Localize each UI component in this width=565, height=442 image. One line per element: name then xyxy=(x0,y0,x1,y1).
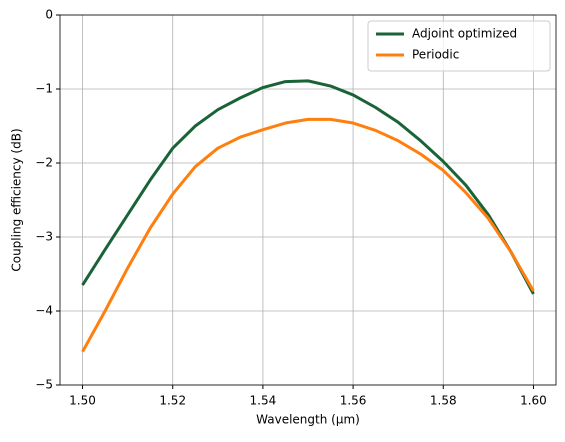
plot-frame xyxy=(59,14,557,386)
x-tick-label: 1.52 xyxy=(159,394,186,408)
x-tick-label: 1.58 xyxy=(430,394,457,408)
x-tick-label: 1.50 xyxy=(69,394,96,408)
data-line xyxy=(81,79,535,295)
x-tick-label: 1.56 xyxy=(340,394,367,408)
y-tick-label: −2 xyxy=(35,156,53,170)
data-line xyxy=(81,117,535,353)
x-tick-label: 1.60 xyxy=(520,394,547,408)
y-tick-label: −5 xyxy=(35,378,53,392)
x-tick-label: 1.54 xyxy=(250,394,277,408)
y-tick-label: −3 xyxy=(35,230,53,244)
legend-label: Periodic xyxy=(412,48,459,62)
legend-box xyxy=(367,20,551,72)
x-axis-label: Wavelength (μm) xyxy=(256,413,360,427)
y-tick-label: −1 xyxy=(35,82,53,96)
y-tick-label: −4 xyxy=(35,304,53,318)
y-axis-label: Coupling efficiency (dB) xyxy=(10,128,24,271)
legend-label: Adjoint optimized xyxy=(412,27,517,41)
y-tick-label: 0 xyxy=(45,8,53,22)
